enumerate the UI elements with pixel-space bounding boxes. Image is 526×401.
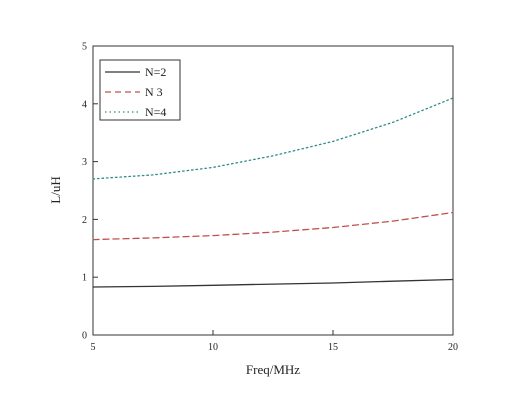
plot-area bbox=[92, 45, 454, 336]
y-tick-label: 5 bbox=[82, 42, 87, 53]
series-line-1 bbox=[92, 278, 454, 288]
y-tick-label: 1 bbox=[82, 273, 87, 284]
plot-frame bbox=[92, 45, 454, 336]
y-axis-label: L/uH bbox=[48, 176, 63, 203]
y-tick-label: 2 bbox=[82, 215, 87, 226]
legend-label-3: N=4 bbox=[145, 105, 166, 119]
x-tick-label: 15 bbox=[328, 342, 338, 353]
y-tick-label: 3 bbox=[82, 157, 87, 168]
legend-box bbox=[99, 59, 181, 121]
legend-label-1: N=2 bbox=[145, 65, 166, 79]
legend-label-2: N 3 bbox=[145, 85, 163, 99]
series-layer bbox=[92, 97, 454, 288]
legend: N=2 N 3 N=4 bbox=[99, 59, 181, 121]
x-tick-label: 5 bbox=[91, 342, 96, 353]
ticks-layer: 5 10 15 20 0 1 2 3 4 5 bbox=[82, 42, 458, 354]
series-line-3 bbox=[92, 97, 454, 180]
y-tick-label: 0 bbox=[82, 331, 87, 342]
x-axis-label: Freq/MHz bbox=[246, 362, 300, 377]
x-tick-label: 10 bbox=[208, 342, 218, 353]
x-tick-label: 20 bbox=[448, 342, 458, 353]
series-line-2 bbox=[92, 211, 454, 241]
y-tick-label: 4 bbox=[82, 99, 87, 110]
